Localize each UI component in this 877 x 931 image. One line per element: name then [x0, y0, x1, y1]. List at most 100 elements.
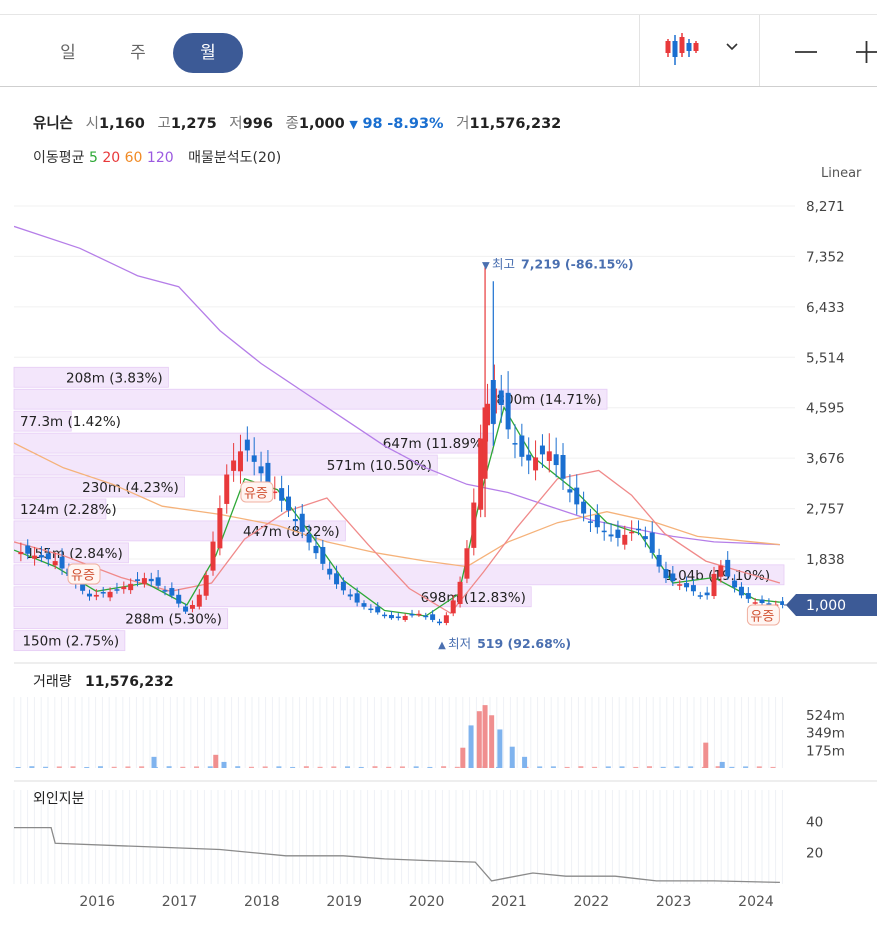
volume-bar	[262, 766, 268, 768]
x-axis-label: 2022	[573, 894, 609, 910]
change-value: 98	[362, 116, 383, 132]
candle-body	[704, 592, 710, 596]
chart-type-selector[interactable]	[662, 27, 742, 75]
candle-body	[258, 466, 264, 474]
zoom-in-button[interactable]	[850, 27, 877, 75]
volume-profile-bar	[13, 520, 346, 542]
candle-body	[642, 536, 648, 540]
tab-weekly[interactable]: 주	[130, 43, 146, 63]
candle-body	[265, 462, 271, 483]
change-percent: -8.93%	[387, 116, 444, 132]
volume-bar	[703, 742, 709, 768]
foreign-panel-label: 외인지분	[33, 791, 85, 807]
price-axis-label: 4,595	[806, 401, 845, 417]
high-marker-arrow: ▼	[482, 261, 490, 272]
candle-body	[498, 390, 504, 406]
stock-name: 유니슨	[33, 116, 74, 132]
volume-bar	[497, 729, 503, 768]
candle-body	[107, 591, 113, 598]
candle-body	[697, 595, 703, 597]
candle-body	[546, 451, 552, 461]
close-label: 종	[285, 116, 299, 132]
volume-bar	[139, 766, 145, 768]
candle-body	[128, 583, 134, 591]
candle-body	[574, 487, 580, 505]
volume-profile-label: 230m (4.23%)	[82, 480, 179, 496]
open-value: 1,160	[98, 116, 145, 132]
candle-body	[505, 392, 511, 430]
scale-label: Linear	[821, 166, 862, 181]
scale-selector[interactable]: Linear	[821, 166, 861, 181]
capital-increase-badge	[240, 481, 274, 503]
toolbar-divider	[639, 15, 640, 86]
volume-bar	[550, 766, 556, 768]
candle-body	[203, 575, 209, 596]
candle-body	[272, 491, 278, 494]
volume-bar	[399, 766, 405, 768]
candle-body	[155, 577, 161, 586]
volume-bar	[454, 766, 460, 768]
ma5-label: 5	[88, 150, 98, 166]
toolbar-divider	[759, 15, 760, 86]
zoom-out-button[interactable]	[790, 27, 822, 75]
volume-bar	[688, 766, 694, 768]
candle-body	[759, 599, 765, 604]
volume-bar	[207, 766, 213, 768]
volume-bar	[605, 766, 611, 768]
candle-body	[279, 488, 285, 501]
candle-body	[601, 530, 607, 533]
volume-bar	[372, 766, 378, 768]
open-label: 시	[85, 116, 99, 132]
volume-bar	[719, 761, 725, 768]
candle-body	[450, 600, 456, 614]
candle-body	[608, 534, 614, 537]
candle-body	[629, 531, 635, 534]
candle-body	[52, 561, 58, 566]
volume-bar	[151, 756, 157, 768]
volume-bar	[427, 766, 433, 768]
volume-bar	[221, 761, 227, 768]
candle-body	[189, 604, 195, 609]
candle-body	[251, 455, 257, 462]
low-marker-arrow: ▲	[438, 640, 446, 651]
volume-bar	[482, 705, 488, 768]
volume-label: 거	[456, 116, 470, 132]
ma-legend[interactable]: 이동평균 5 20 60 120 매물분석도(20)	[33, 147, 281, 167]
volume-panel-label: 거래량	[33, 674, 72, 690]
chart-toolbar: 일 주 월	[0, 14, 877, 87]
candle-body	[93, 594, 99, 597]
ma60-label: 60	[124, 150, 143, 166]
candle-body	[59, 556, 65, 569]
volume-bar	[729, 766, 735, 768]
volume-profile-bar	[13, 410, 72, 432]
ma20-label: 20	[102, 150, 121, 166]
volume-profile-bar	[13, 608, 229, 630]
candle-body	[732, 580, 738, 588]
volume-bar	[674, 766, 680, 768]
volume-axis-label: 524m	[806, 708, 845, 724]
volume-bar	[213, 754, 219, 768]
foreign-ownership-line	[14, 826, 780, 884]
candle-body	[45, 553, 51, 560]
volume-bar	[331, 766, 337, 768]
price-axis-label: 7,352	[806, 249, 845, 265]
volume-bar	[468, 725, 474, 768]
candle-body	[18, 551, 24, 555]
volume-bar	[386, 766, 392, 768]
candle-body	[622, 534, 628, 545]
price-axis-label: 3,676	[806, 451, 845, 467]
candle-body	[656, 554, 662, 567]
candle-body	[334, 573, 340, 585]
candle-body	[471, 502, 477, 548]
volume-bar	[235, 766, 241, 768]
candle-body	[615, 529, 621, 538]
tab-monthly[interactable]: 월	[173, 33, 243, 73]
volume-bar	[660, 766, 666, 768]
candle-body	[231, 460, 237, 471]
candle-body	[663, 569, 669, 579]
candle-body	[690, 585, 696, 592]
tab-daily[interactable]: 일	[60, 43, 76, 63]
candle-body	[684, 583, 690, 588]
capital-increase-badge	[746, 604, 780, 626]
